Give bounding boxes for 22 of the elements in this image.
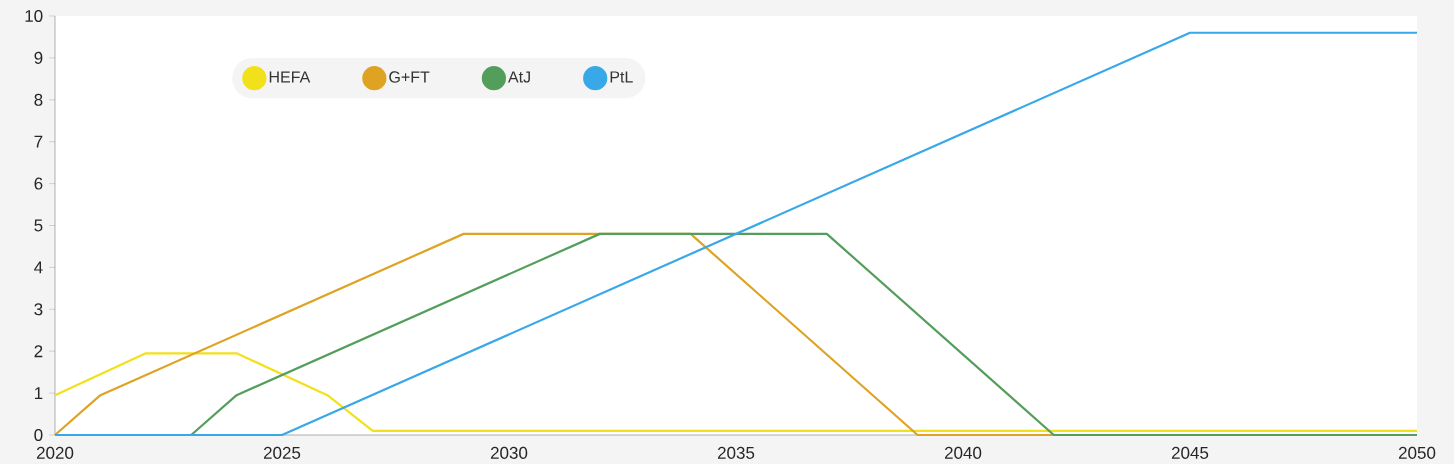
y-tick-label: 3 — [34, 303, 43, 316]
x-tick-label: 2040 — [944, 447, 982, 460]
y-tick-label: 0 — [34, 429, 43, 442]
y-tick-label: 2 — [34, 345, 43, 358]
y-tick-label: 5 — [34, 219, 43, 232]
legend-label: HEFA — [269, 71, 311, 83]
legend-label: PtL — [610, 71, 633, 83]
y-tick-label: 10 — [25, 10, 43, 23]
y-tick-label: 6 — [34, 177, 43, 190]
x-tick-label: 2050 — [1398, 447, 1436, 460]
y-tick-label: 4 — [34, 261, 43, 274]
y-tick-label: 9 — [34, 52, 43, 65]
x-tick-label: 2030 — [490, 447, 528, 460]
y-tick-label: 7 — [34, 136, 43, 148]
legend-label: G+FT — [389, 71, 430, 83]
x-tick-label: 2025 — [263, 447, 301, 460]
y-tick-label: 1 — [34, 387, 43, 400]
x-tick-label: 2035 — [717, 447, 755, 460]
y-tick-label: 8 — [34, 93, 43, 107]
x-tick-label: 2020 — [36, 447, 74, 460]
x-tick-label: 2045 — [1171, 447, 1209, 460]
legend-label: AtJ — [508, 71, 530, 83]
